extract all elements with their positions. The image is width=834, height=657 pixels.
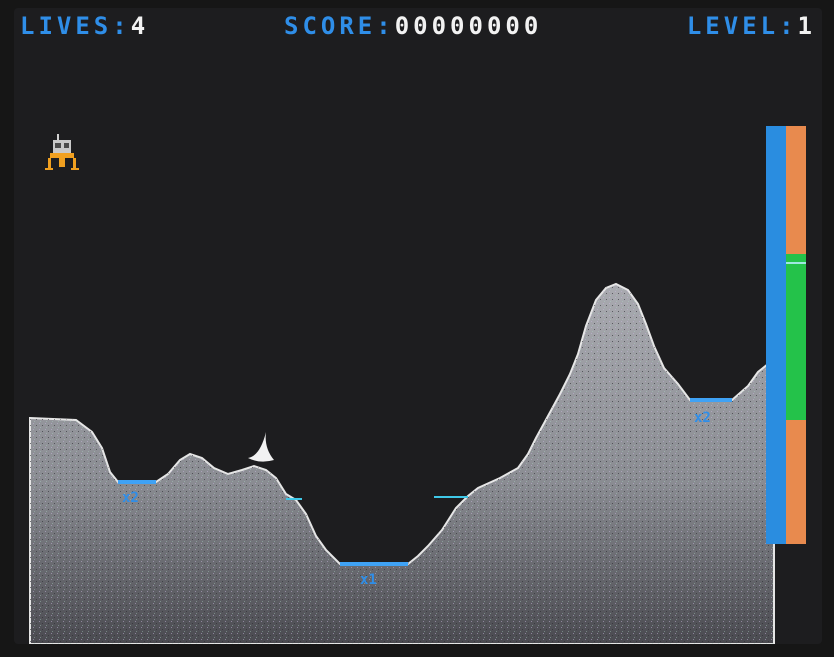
- fuel-zone-high: [786, 126, 806, 254]
- level-label: LEVEL:: [686, 12, 798, 40]
- lives-label: LIVES:: [20, 12, 131, 40]
- level-counter: LEVEL:1: [687, 12, 816, 40]
- lunar-terrain: [29, 134, 775, 644]
- score-label: SCORE:: [284, 12, 395, 40]
- fuel-level-bar: [766, 126, 786, 544]
- level-value: 1: [797, 12, 816, 40]
- ledge-marker-left: [286, 498, 302, 500]
- ledge-marker-right: [434, 496, 468, 498]
- score-value: 00000000: [394, 12, 543, 40]
- pad-multiplier-center: x1: [360, 572, 377, 588]
- lives-counter: LIVES:4: [20, 12, 149, 40]
- landing-pad-right: [690, 398, 732, 402]
- fuel-gauge: [766, 126, 822, 544]
- pad-multiplier-left: x2: [122, 490, 139, 506]
- game-screen: LIVES:4 SCORE:00000000 LEVEL:1: [14, 8, 822, 644]
- fuel-zone-ok: [786, 254, 806, 420]
- pad-multiplier-right: x2: [694, 410, 711, 426]
- lives-value: 4: [130, 12, 150, 40]
- fuel-zone-low: [786, 420, 806, 544]
- fuel-marker: [786, 262, 806, 264]
- fuel-zone-column: [786, 126, 806, 544]
- score-counter: SCORE:00000000: [284, 12, 542, 40]
- landing-pad-center: [340, 562, 408, 566]
- crescent-rock-icon: [248, 432, 274, 462]
- lunar-lander-icon: [45, 134, 79, 170]
- landing-pad-left: [118, 480, 156, 484]
- monitor-bottom-bezel: [0, 644, 834, 657]
